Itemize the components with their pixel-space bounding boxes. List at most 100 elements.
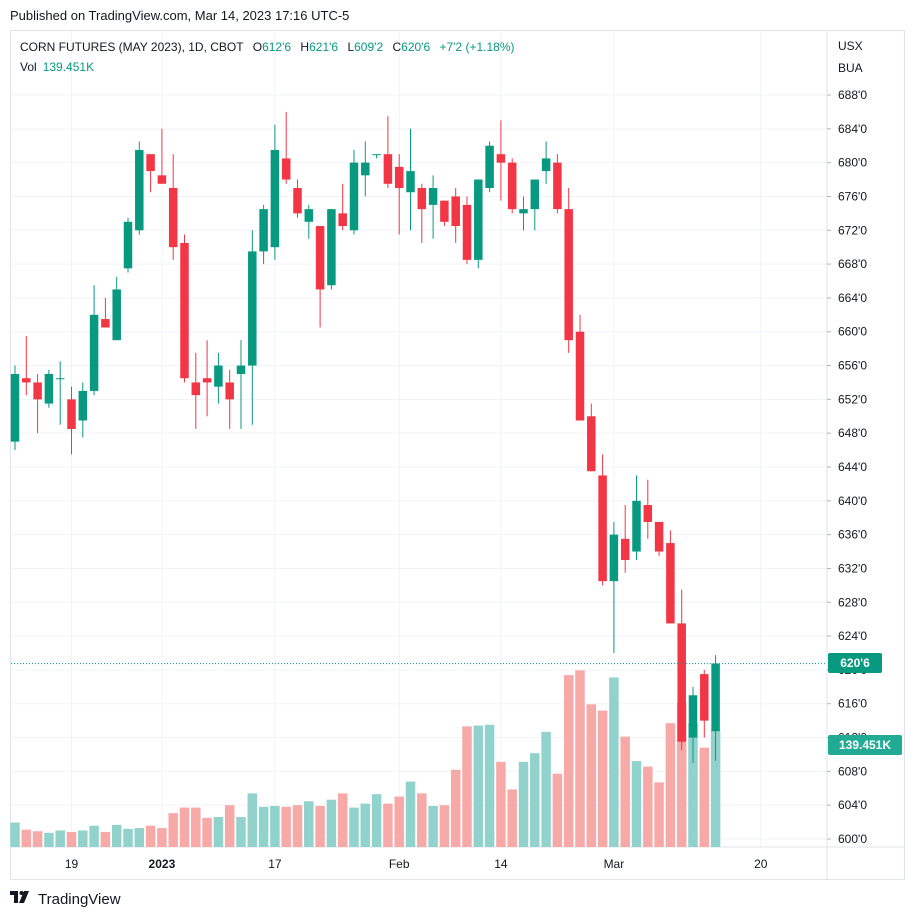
candle-body (55, 378, 65, 380)
candle-body (349, 162, 359, 231)
candle-body (191, 382, 201, 396)
candle (711, 655, 720, 761)
candle (202, 340, 212, 417)
volume-bar (55, 830, 65, 847)
candle-body (225, 382, 234, 400)
candle (55, 361, 65, 425)
candle-body (67, 399, 76, 429)
candle-body (372, 154, 381, 156)
candle (304, 204, 314, 239)
candle (564, 188, 573, 353)
volume-bar (304, 801, 314, 847)
volume-bar (32, 831, 43, 847)
volume-bar (586, 704, 597, 847)
candle (620, 505, 630, 573)
candle (519, 196, 528, 231)
y-tick-label: 632'0 (838, 561, 867, 575)
candle (338, 183, 347, 231)
candle (440, 200, 449, 227)
volume-bar (100, 832, 111, 847)
volume-bar (484, 724, 495, 847)
candle-body (451, 196, 460, 227)
candle-body (462, 204, 472, 260)
candle-body (474, 179, 483, 260)
candle (609, 521, 619, 653)
volume-bar (428, 806, 438, 847)
y-tick-label: 640'0 (838, 494, 867, 508)
x-tick-label: Feb (389, 857, 410, 871)
volume-bar (292, 805, 303, 847)
candle (33, 374, 42, 434)
candle (349, 149, 359, 235)
candle (123, 217, 133, 273)
y-tick-label: 660'0 (838, 325, 867, 339)
candle-body (327, 209, 336, 286)
volume-bar (179, 807, 190, 847)
candle-body (180, 242, 189, 379)
y-tick-label: 636'0 (838, 528, 867, 542)
candle (417, 183, 427, 243)
volume-bar (281, 806, 291, 847)
candle-body (202, 378, 212, 383)
volume-bar (89, 825, 99, 847)
y-tick-label: 652'0 (838, 392, 867, 406)
high-value: 621'6 (309, 40, 339, 54)
candle (315, 226, 325, 328)
x-tick-label: 17 (268, 857, 282, 871)
volume-bar (78, 830, 88, 847)
candle-body (394, 166, 404, 188)
candle (112, 276, 121, 341)
candle (507, 158, 517, 214)
volume-bar (326, 799, 337, 847)
candle (67, 386, 76, 455)
volume-bar (417, 793, 427, 847)
volume-bar (10, 822, 20, 847)
chart-frame (10, 30, 905, 880)
volume-bar (21, 829, 32, 847)
x-tick-label: 19 (65, 857, 79, 871)
candle (281, 111, 291, 184)
candle-body (383, 154, 393, 184)
candle (236, 340, 246, 429)
candle-body (146, 154, 155, 172)
candle-body (406, 171, 415, 193)
candle (666, 530, 675, 624)
volume-bar (643, 766, 653, 847)
close-value: 620'6 (401, 40, 431, 54)
volume-bar (473, 725, 484, 847)
candle (598, 454, 607, 586)
volume-bar (620, 736, 630, 847)
y-tick-label: 668'0 (838, 257, 867, 271)
candle (700, 669, 709, 738)
volume-bar (530, 753, 540, 847)
last-price-badge: 620'6 (828, 653, 882, 673)
volume-bar (383, 803, 393, 847)
candle (327, 209, 336, 290)
candle (191, 352, 201, 429)
y-tick-label: 644'0 (838, 460, 867, 474)
candle-body (620, 538, 630, 560)
volume-bar (676, 702, 687, 847)
candle-body (496, 154, 506, 163)
volume-bar (597, 710, 608, 847)
volume-bar (507, 789, 517, 847)
candle (394, 154, 404, 235)
candle-body (361, 162, 370, 176)
x-tick-label: 2023 (149, 857, 176, 871)
volume-bar (405, 781, 416, 847)
volume-bar (552, 773, 563, 847)
symbol-legend: CORN FUTURES (MAY 2023), 1D, CBOT O612'6… (20, 40, 515, 54)
candle (654, 521, 664, 556)
candle (44, 369, 54, 408)
volume-bar (609, 677, 619, 847)
candle-body (157, 175, 167, 184)
candle (632, 475, 641, 560)
volume-bar (665, 723, 676, 847)
candle-body (643, 505, 653, 522)
volume-bar (123, 828, 133, 847)
volume-bar (315, 806, 325, 847)
footer[interactable]: TradingView (10, 890, 121, 908)
candle-body (248, 251, 257, 366)
candle-body (609, 534, 619, 582)
